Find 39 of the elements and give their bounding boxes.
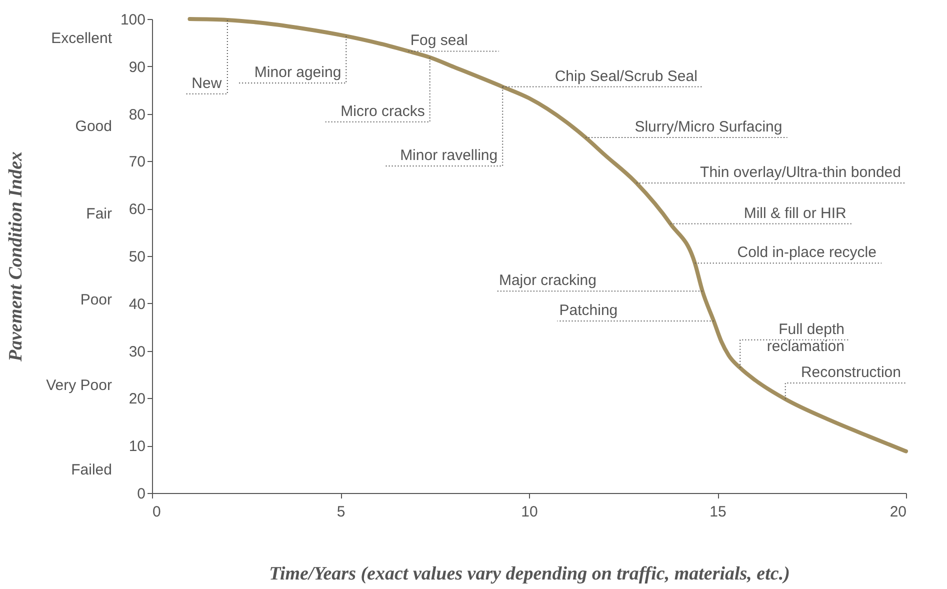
y-tick-label: 80 (128, 106, 146, 124)
text: Very Poor (46, 376, 112, 394)
annotation: Micro cracks (340, 102, 425, 120)
annotation: Reconstruction (800, 364, 901, 382)
text: Fair (86, 205, 112, 222)
annotation: Fog seal (410, 32, 468, 50)
y-tick-label: 70 (128, 154, 146, 171)
text: Good (75, 118, 112, 136)
y-tick-label: 100 (120, 12, 146, 28)
annotation: Patching (559, 302, 618, 319)
annotation: Chip Seal/Scrub Seal (554, 68, 698, 85)
annotation: New (192, 74, 222, 92)
y-tick-label: 0 (137, 486, 146, 502)
x-tick-label: 10 (521, 504, 538, 520)
y-axis-title: Pavement Condition Index (5, 150, 26, 363)
line-series (188, 17, 908, 454)
x-tick-label: 5 (336, 504, 346, 520)
y-tick-label: 10 (128, 438, 146, 456)
y-tick-label: 60 (128, 201, 146, 218)
annotation: Slurry/Micro Surfacing (634, 118, 782, 136)
x-axis-title: Time/Years (exact values vary depending on traffic, materials, etc.) (269, 564, 790, 584)
text: Failed (71, 461, 112, 478)
text: Poor (80, 292, 112, 309)
y-tick-label: 90 (128, 58, 146, 76)
x-tick-label: 15 (710, 504, 726, 520)
y-tick-label: 30 (128, 343, 146, 360)
annotation: Mill & fill or HIR (744, 204, 846, 222)
annotation: Major cracking (498, 272, 596, 290)
y-tick-label: 40 (128, 296, 146, 313)
x-tick-label: 0 (152, 504, 161, 520)
annotation: Minor ageing (254, 64, 342, 81)
text: Excellent (51, 30, 113, 47)
annotation: Thin overlay/Ultra-thin bonded (700, 164, 901, 182)
x-tick-label: 20 (890, 504, 906, 520)
annotation: Full depth reclamation (766, 320, 844, 355)
annotation: Cold in-place recycle (737, 244, 876, 262)
annotation: Minor ravelling (400, 146, 498, 164)
y-tick-label: 20 (128, 390, 146, 408)
y-tick-label: 50 (128, 248, 146, 266)
